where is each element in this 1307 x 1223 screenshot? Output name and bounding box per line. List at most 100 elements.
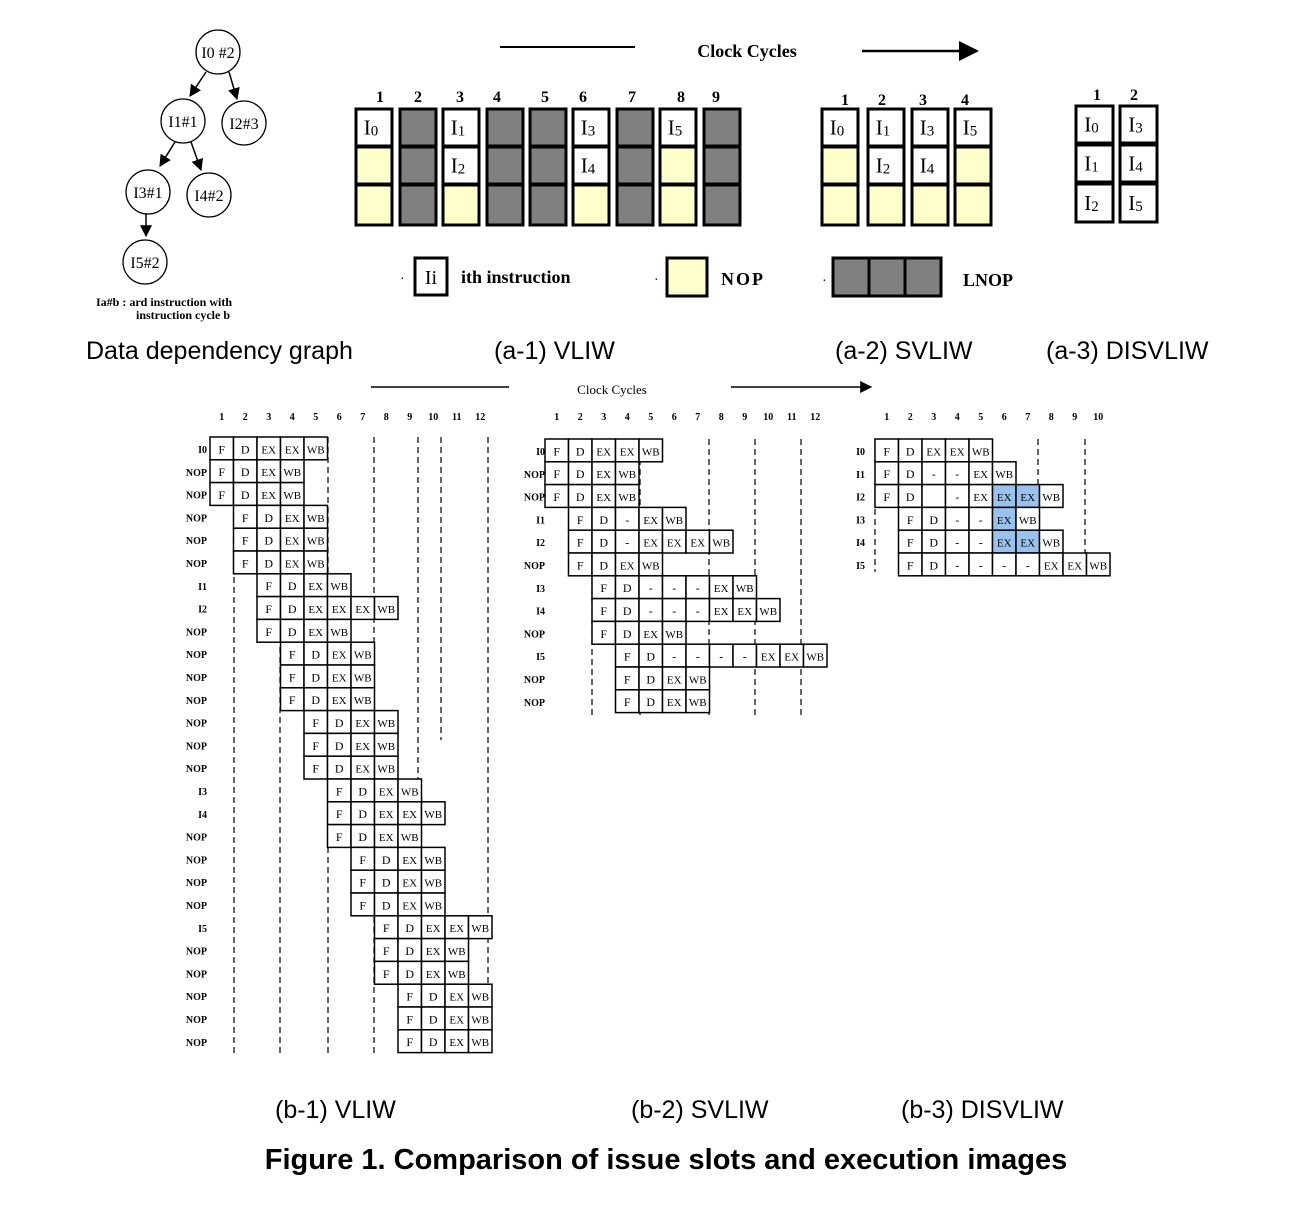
graph-node-i0: I0 #2 xyxy=(195,29,241,75)
row-label: I5 xyxy=(536,652,545,663)
pipeline-stage-label: D xyxy=(623,604,632,618)
pipeline-stage-label: D xyxy=(599,536,608,550)
pipeline-stage-label: WB xyxy=(424,855,442,867)
nop-slot xyxy=(658,183,698,227)
instruction-slot xyxy=(866,107,906,148)
pipeline-stage-label: EX xyxy=(332,650,347,662)
pipeline-stage-label: WB xyxy=(307,444,325,456)
cycle-number: 10 xyxy=(428,412,438,423)
pipeline-stage-label: - xyxy=(743,650,747,664)
row-label: NOP xyxy=(186,559,207,570)
pipeline-stage-label: EX xyxy=(620,446,635,458)
svg-text:I4#2: I4#2 xyxy=(194,188,223,205)
pipeline-stage-label: D xyxy=(311,648,320,662)
legend: · Ii ith instruction · NOP · LNOP xyxy=(400,256,1013,298)
row-label: I5 xyxy=(198,924,207,935)
pipeline-stage-label: WB xyxy=(307,513,325,525)
nop-slot xyxy=(910,183,950,227)
pipeline-stage-label: F xyxy=(383,944,390,958)
row-label: NOP xyxy=(186,627,207,638)
pipeline-stage-label: F xyxy=(883,490,890,504)
pipeline-stage-label: F xyxy=(406,1035,413,1049)
pipeline-stage-label: EX xyxy=(355,718,370,730)
graph-note-line1: Ia#b : ard instruction with xyxy=(96,295,232,309)
pipeline-stage-label: F xyxy=(624,695,631,709)
row-label: I3 xyxy=(198,787,207,798)
pipeline-stage-label: WB xyxy=(471,992,489,1004)
pipeline-stage-label: EX xyxy=(426,946,441,958)
pipeline-stage-label: - xyxy=(955,536,959,550)
pipeline-stage-label: EX xyxy=(714,606,729,618)
pipeline-stage-label: F xyxy=(553,467,560,481)
pipeline-stage-label: EX xyxy=(667,697,682,709)
pipeline-stage-label: - xyxy=(955,490,959,504)
pipeline-stage-label: D xyxy=(405,921,414,935)
row-label: NOP xyxy=(186,696,207,707)
pipeline-stage-label: - xyxy=(672,604,676,618)
pipeline-stage-label: EX xyxy=(426,923,441,935)
pipeline-stage-label: WB xyxy=(1089,560,1107,572)
pipeline-stage-label: - xyxy=(979,536,983,550)
pipeline-stage-label: F xyxy=(600,604,607,618)
pipeline-stage-label: F xyxy=(577,536,584,550)
lnop-slot xyxy=(528,107,568,148)
graph-node-i2: I2#3 xyxy=(221,100,267,146)
pipeline-stage-label: F xyxy=(242,511,249,525)
pipeline-stage-label: WB xyxy=(665,515,683,527)
row-label: NOP xyxy=(524,698,545,709)
svg-text:I0 #2: I0 #2 xyxy=(201,45,234,62)
lnop-slot xyxy=(702,145,742,186)
cycle-number: 2 xyxy=(878,92,886,109)
instruction-slot xyxy=(1118,182,1159,224)
pipeline-stage-label: F xyxy=(336,784,343,798)
pipeline-stage-label: - xyxy=(649,581,653,595)
pipeline-stage-label: D xyxy=(599,513,608,527)
row-label: NOP xyxy=(524,675,545,686)
cycle-number: 9 xyxy=(407,412,412,423)
cycle-number: 4 xyxy=(625,412,630,423)
pipeline-stage-label: F xyxy=(359,853,366,867)
pipeline-stage-label: D xyxy=(906,444,915,458)
nop-slot xyxy=(571,183,611,227)
legend-nop-swatch xyxy=(665,256,709,298)
pipeline-stage-label: D xyxy=(646,672,655,686)
pipeline-stage-cell xyxy=(467,1029,493,1054)
pipeline-stage-label: EX xyxy=(379,786,394,798)
pipeline-stage-label: D xyxy=(623,627,632,641)
row-label: I1 xyxy=(536,515,545,526)
pipeline-stage-cell xyxy=(708,529,734,554)
row-label: I3 xyxy=(856,515,865,526)
label-b3: (b-3) DISVLIW xyxy=(901,1096,1064,1124)
pipeline-stage-label: WB xyxy=(424,809,442,821)
pipeline-stage-label: EX xyxy=(261,444,276,456)
pipeline-stage-label: WB xyxy=(448,946,466,958)
row-label: I0 xyxy=(536,447,545,458)
pipeline-stage-label: F xyxy=(907,558,914,572)
legend-lnop-swatch-3 xyxy=(903,256,943,298)
row-label: NOP xyxy=(186,719,207,730)
pipeline-stage-label: EX xyxy=(596,446,611,458)
label-a1: (a-1) VLIW xyxy=(494,337,615,365)
pipeline-stage-label: EX xyxy=(332,672,347,684)
nop-slot xyxy=(866,183,906,227)
pipeline-stage-label: F xyxy=(312,762,319,776)
cycle-number: 3 xyxy=(456,89,464,106)
pipeline-stage-label: EX xyxy=(973,492,988,504)
pipeline-stage-label: D xyxy=(358,784,367,798)
row-label: NOP xyxy=(186,673,207,684)
pipeline-stage-label: D xyxy=(429,990,438,1004)
legend-lnop-swatch-1 xyxy=(831,256,871,298)
pipeline-stage-label: EX xyxy=(261,490,276,502)
pipeline-stage-label: EX xyxy=(308,627,323,639)
nop-slot xyxy=(953,183,993,227)
cycle-number: 4 xyxy=(961,92,969,109)
lnop-slot xyxy=(485,107,525,148)
pipeline-stage-label: D xyxy=(405,944,414,958)
pipeline-stage-label: WB xyxy=(642,446,660,458)
row-label: I2 xyxy=(536,538,545,549)
pipeline-stage-label: F xyxy=(577,513,584,527)
pipeline-stage-label: D xyxy=(906,490,915,504)
cycle-number: 6 xyxy=(579,89,587,106)
graph-note-line2: instruction cycle b xyxy=(136,308,230,322)
pipeline-stage-label: EX xyxy=(285,536,300,548)
